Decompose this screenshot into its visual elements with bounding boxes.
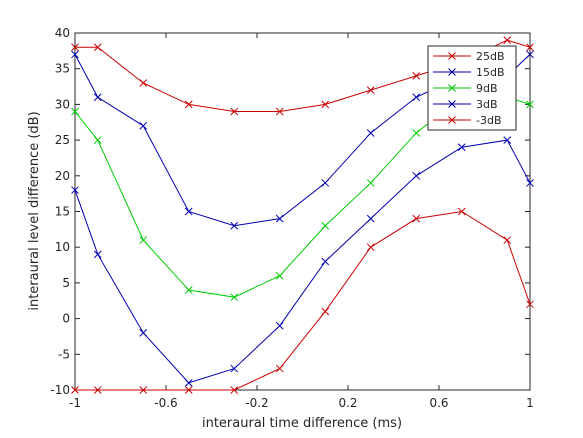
legend: 25dB 15dB 9dB 3dB -3dB [427,45,517,131]
data-point-marker [412,129,421,137]
data-point-marker [503,136,512,144]
data-point-marker [139,236,148,244]
data-point-marker [526,100,534,109]
data-point-marker [139,79,148,87]
data-point-marker [412,71,421,80]
y-axis-label: interaural level difference (dB) [27,111,42,310]
data-point-marker [230,364,239,373]
data-point-marker [184,207,193,216]
data-point-marker [526,300,534,309]
data-point-marker [321,221,330,230]
data-point-marker [457,143,466,152]
data-point-marker [366,243,375,252]
data-point-marker [321,307,330,316]
data-point-marker [366,214,375,223]
legend-label: 25dB [476,50,505,63]
data-point-marker [93,136,102,144]
y-tick-label: 30 [55,97,70,111]
data-point-marker [366,179,375,187]
y-tick-label: -5 [58,347,70,361]
data-point-marker [412,214,421,223]
legend-marker [448,68,456,76]
data-point-marker [184,286,193,294]
legend-marker [448,116,456,124]
data-point-marker [412,93,421,102]
y-tick-label: 15 [55,205,70,219]
data-point-marker [93,93,102,102]
legend-label: -3dB [476,114,502,127]
data-point-marker [275,271,284,280]
x-axis-label: interaural time difference (ms) [202,416,402,431]
legend-marker [448,84,456,92]
x-tick-label: -0.2 [245,396,268,410]
data-point-marker [412,171,421,180]
y-tick-label: 10 [55,240,70,254]
data-point-marker [71,386,79,394]
data-point-marker [139,329,148,337]
data-point-marker [139,386,148,394]
y-tick-label: 0 [62,312,70,326]
data-point-marker [503,36,512,44]
data-point-marker [321,257,330,266]
legend-label: 3dB [476,98,498,111]
y-tick-label: 25 [55,133,70,147]
data-point-marker [230,386,239,394]
data-point-marker [321,100,330,109]
data-point-marker [184,379,193,387]
data-point-marker [275,321,284,330]
y-tick-label: 20 [55,169,70,183]
data-point-marker [457,207,466,216]
data-point-marker [366,86,375,94]
x-tick-label: 0.2 [338,396,357,410]
legend-label: 15dB [476,66,505,79]
data-point-marker [71,186,79,194]
data-point-marker [230,107,239,116]
data-point-marker [321,179,330,187]
x-tick-label: -1 [69,396,81,410]
axis-ticks: -1 -0.6 -0.2 0.2 0.6 1 -10 -5 0 5 10 15 20 25 30 35 40 [50,26,533,410]
data-point-marker [503,236,512,244]
legend-marker [448,52,456,60]
data-point-marker [184,386,193,394]
series-line [74,139,531,384]
x-tick-label: 1 [526,396,534,410]
data-point-marker [71,107,79,116]
data-point-marker [366,129,375,137]
data-point-marker [93,386,102,394]
data-point-marker [71,50,79,59]
data-point-marker [526,179,534,187]
legend-marker [448,100,456,108]
data-point-marker [230,221,239,230]
series-line [75,210,531,391]
data-point-marker [526,43,534,52]
legend-label: 9dB [476,82,498,95]
data-point-marker [93,43,102,52]
data-point-marker [275,364,284,373]
data-point-marker [526,50,534,59]
series--3dB [71,207,534,394]
data-point-marker [93,250,102,259]
series-3dB [71,136,534,387]
y-tick-label: 5 [62,276,70,290]
y-tick-label: 40 [55,26,70,40]
x-tick-label: 0.6 [429,396,448,410]
data-point-marker [275,214,284,223]
x-tick-label: -0.6 [154,396,177,410]
data-point-marker [275,107,284,116]
y-tick-label: 35 [55,62,70,76]
data-point-marker [230,293,239,302]
data-point-marker [71,43,79,52]
data-point-marker [139,121,148,130]
data-point-marker [184,100,193,109]
y-tick-label: -10 [50,383,70,397]
